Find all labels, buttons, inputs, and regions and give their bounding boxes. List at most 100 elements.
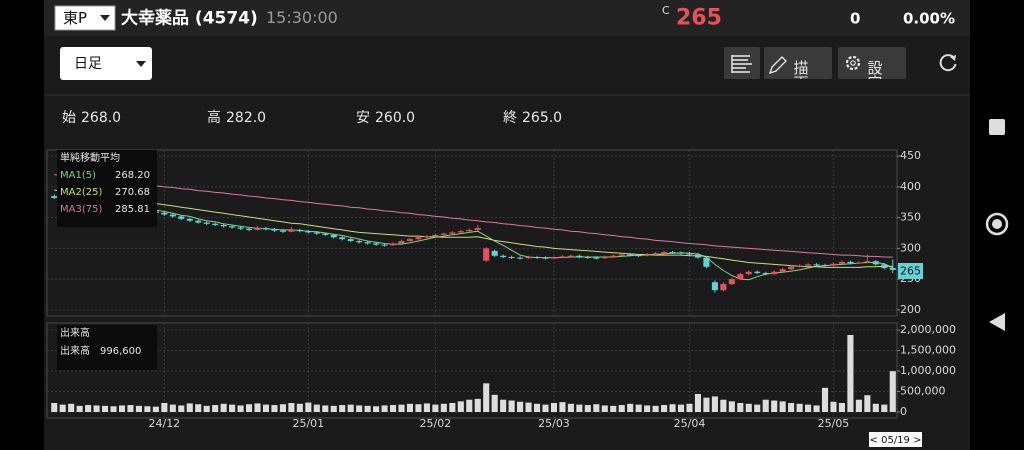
y-tick-label: 450 (900, 149, 921, 162)
price-marker: 265 (900, 265, 921, 278)
volume-bar (127, 405, 134, 412)
price-panel (46, 149, 898, 317)
ohlc-value: 282.0 (226, 110, 266, 126)
candle-body (576, 255, 583, 257)
back-button[interactable] (989, 313, 1005, 331)
candle-body (423, 236, 430, 238)
dropdown-arrow (136, 61, 146, 67)
volume-bar (491, 394, 498, 412)
volume-bar (864, 395, 871, 412)
candle-body (500, 255, 507, 257)
candle-body (474, 228, 481, 230)
x-tick-label: 25/04 (674, 417, 706, 430)
volume-bar (644, 405, 651, 412)
date-marker-box[interactable] (869, 432, 922, 447)
candle-body (296, 229, 303, 232)
ohlc-label: 始 (62, 110, 76, 126)
ma-line (54, 174, 893, 258)
x-tick-label: 25/01 (292, 417, 324, 430)
volume-bar (796, 403, 803, 412)
candle-body (550, 257, 558, 259)
volume-bar (567, 403, 574, 412)
volume-bar (771, 400, 778, 412)
ma-line (54, 189, 893, 268)
candle-body (51, 196, 58, 198)
price: 265 (676, 6, 722, 31)
volume-bar (559, 402, 566, 412)
volume-last: 996,600 (100, 346, 141, 357)
volume-bar (245, 404, 253, 412)
volume-bar (406, 403, 414, 412)
refresh-icon[interactable] (939, 54, 957, 72)
volume-bar (652, 405, 659, 412)
home-button[interactable] (985, 212, 1009, 236)
volume-bar (762, 399, 769, 412)
candle-body (245, 228, 253, 230)
candle-body (237, 227, 244, 229)
volume-bar (229, 404, 236, 412)
volume-bar (237, 405, 244, 412)
volume-bar (593, 404, 600, 412)
ma-name: MA2(25) (60, 187, 102, 198)
volume-bar (161, 402, 168, 412)
ohlc-row: 始 268.0 高 282.0 安 260.0 終 265.0 (62, 109, 562, 126)
ma-line (54, 196, 894, 281)
volume-bar (508, 400, 515, 412)
y-tick-label: 350 (900, 211, 921, 224)
volume-bar (855, 399, 862, 412)
volume-bar (542, 404, 549, 412)
pencil-icon (768, 56, 787, 75)
candle-body (517, 257, 524, 259)
candle-body (449, 232, 456, 234)
recents-button[interactable] (989, 119, 1005, 135)
period: 日足 (74, 56, 102, 72)
ma-name: MA1(5) (60, 170, 96, 181)
volume-bar (779, 401, 786, 412)
candle-body (305, 231, 312, 233)
settings-button[interactable] (838, 47, 906, 79)
candle-body (881, 264, 888, 269)
ma-value: 268.20 (115, 170, 150, 181)
volume-bar (203, 405, 210, 412)
candle-body (567, 255, 574, 257)
volume-bar (847, 335, 854, 412)
volume-bar (677, 404, 685, 412)
draw-label: 描画 (792, 60, 810, 90)
volume-bar (51, 402, 58, 412)
period-select[interactable] (60, 47, 152, 80)
draw-button[interactable] (764, 47, 832, 79)
candle-body (838, 261, 845, 264)
volume-bar (601, 405, 608, 412)
candle-body (652, 253, 659, 255)
volume-bar (686, 403, 693, 412)
gear-hub (850, 60, 856, 66)
volume-bar (322, 405, 329, 412)
indicator-button[interactable] (724, 47, 760, 79)
volume-bar (788, 402, 795, 412)
candle-body (220, 225, 227, 227)
candle-body (669, 252, 676, 254)
candle-body (415, 237, 422, 240)
candle-body (601, 256, 608, 259)
candle-body (813, 264, 820, 266)
volume-bar (381, 405, 388, 412)
date-marker: < 05/19 > (870, 435, 922, 446)
candle-body (635, 255, 642, 257)
candle-body (356, 240, 363, 243)
volume-bar (313, 404, 320, 412)
candle-body (491, 250, 498, 256)
candle-body (677, 252, 685, 254)
x-tick-label: 25/02 (420, 417, 452, 430)
candle-body (627, 254, 634, 256)
volume-bar (389, 405, 397, 412)
candle-body (195, 220, 202, 223)
candle-body (864, 261, 871, 263)
volume-bar (517, 401, 524, 412)
volume-tick-label: 1,500,000 (900, 344, 956, 357)
volume-bar (449, 402, 456, 412)
volume-legend-label: 出来高 (60, 344, 90, 357)
volume-bar (330, 405, 337, 412)
ma-legend-items: MA1(5) 268.20 MA2(25) 270.68 MA3(75) 285.81 (60, 170, 150, 215)
volume-bar (440, 403, 447, 412)
